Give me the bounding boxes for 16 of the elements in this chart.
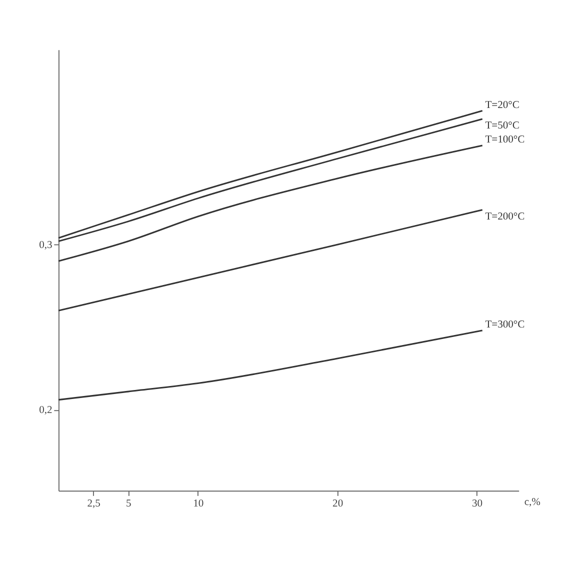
x-tick-label: 5 — [126, 498, 132, 510]
series-label: T=300°C — [485, 320, 525, 331]
y-tick-label: 0,3 — [39, 240, 52, 251]
line-series — [58, 144, 484, 262]
series-label: T=20°C — [485, 100, 520, 111]
line-series — [58, 209, 484, 312]
series-label: T=50°C — [485, 120, 520, 132]
line-series — [58, 330, 484, 401]
series-label: T=200°C — [485, 211, 525, 222]
series-label: T=100°C — [485, 134, 525, 146]
x-tick-label: 2,5 — [87, 498, 100, 510]
x-tick-label: 30 — [472, 498, 483, 510]
x-axis-title: c,% — [524, 497, 541, 508]
x-tick-label: 20 — [332, 498, 344, 510]
x-tick-label: 10 — [193, 498, 204, 510]
y-tick-label: 0,2 — [39, 405, 52, 416]
